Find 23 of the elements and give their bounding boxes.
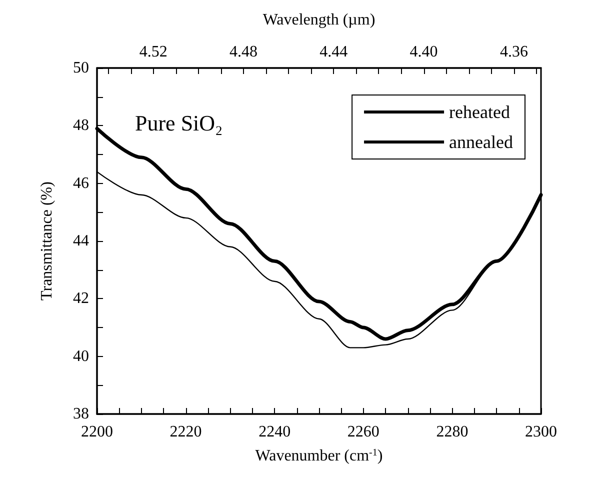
x2-tick-label: 4.44: [320, 44, 348, 60]
x-tick-label: 2280: [436, 424, 468, 440]
x2-tick-label: 4.40: [410, 44, 438, 60]
x-tick-label: 2300: [525, 424, 557, 440]
x2-tick-label: 4.52: [139, 44, 168, 60]
x-tick-label: 2260: [347, 424, 380, 440]
y-tick-label: 46: [73, 174, 89, 192]
y-tick-label: 42: [73, 290, 89, 308]
x-tick-label: 2220: [170, 424, 202, 440]
y-tick-label: 50: [73, 60, 89, 76]
y-axis-title: Transmittance (%): [38, 182, 56, 300]
y-tick-label: 48: [73, 117, 89, 134]
x-tick-label: 2240: [258, 424, 291, 440]
x2-axis-title: Wavelength (µm): [262, 12, 376, 28]
y-tick-label: 44: [73, 232, 89, 250]
legend-label: annealed: [449, 132, 514, 152]
x-tick-label: 2200: [81, 424, 113, 440]
x2-tick-label: 4.36: [500, 44, 528, 60]
annotation: Pure SiO₂: [135, 110, 223, 136]
y-tick-label: 40: [73, 348, 89, 365]
x2-tick-label: 4.48: [229, 44, 258, 60]
legend-label: reheated: [449, 102, 510, 122]
y-tick-label: 38: [73, 406, 89, 422]
